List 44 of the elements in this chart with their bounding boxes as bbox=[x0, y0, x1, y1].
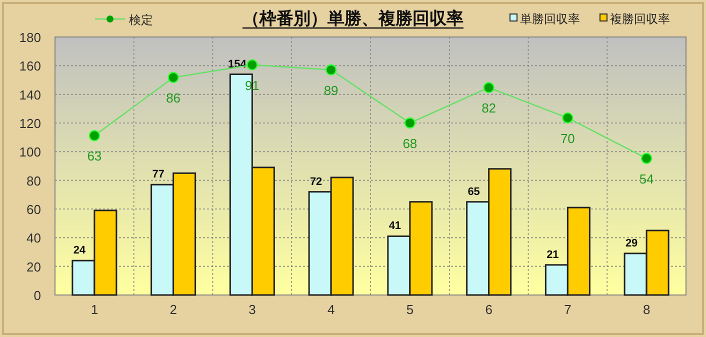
data-label: 68 bbox=[402, 136, 418, 151]
legend-label: 単勝回収率 bbox=[520, 12, 580, 26]
data-label: 63 bbox=[87, 148, 102, 164]
x-tick-label: 4 bbox=[327, 302, 335, 317]
x-tick-label: 1 bbox=[90, 302, 98, 317]
data-label: 77 bbox=[152, 168, 164, 181]
y-tick-label: 180 bbox=[19, 30, 41, 45]
data-label: 72 bbox=[310, 176, 322, 188]
chart-title: （枠番別）単勝、複勝回収率 bbox=[242, 9, 464, 28]
y-tick-label: 140 bbox=[19, 87, 41, 102]
legend-label: 検定 bbox=[129, 13, 153, 27]
legend-label: 複勝回収率 bbox=[610, 12, 670, 26]
point bbox=[88, 130, 100, 142]
data-label: 89 bbox=[324, 82, 338, 98]
data-label: 24 bbox=[73, 244, 86, 257]
data-label: 70 bbox=[560, 130, 575, 146]
x-tick-label: 2 bbox=[170, 302, 177, 317]
data-label: 21 bbox=[546, 248, 559, 261]
y-tick-label: 40 bbox=[26, 230, 41, 246]
point bbox=[640, 152, 652, 164]
y-tick-label: 160 bbox=[19, 58, 41, 74]
y-tick-label: 0 bbox=[34, 288, 41, 303]
point bbox=[483, 82, 494, 94]
data-label: 54 bbox=[639, 171, 654, 186]
point bbox=[246, 59, 258, 70]
data-label: 86 bbox=[166, 90, 181, 106]
x-tick-label: 5 bbox=[406, 302, 414, 317]
x-tick-label: 7 bbox=[564, 302, 572, 317]
data-label: 29 bbox=[625, 237, 638, 250]
y-tick-label: 80 bbox=[26, 173, 41, 188]
point bbox=[404, 117, 416, 129]
data-label: 65 bbox=[468, 186, 480, 198]
y-tick-label: 20 bbox=[26, 259, 41, 274]
y-tick-label: 60 bbox=[26, 202, 41, 217]
x-tick-label: 6 bbox=[485, 302, 492, 317]
x-tick-label: 3 bbox=[248, 302, 256, 317]
point bbox=[168, 72, 179, 84]
y-tick-label: 100 bbox=[19, 144, 41, 160]
y-tick-label: 120 bbox=[19, 116, 41, 131]
data-label: 82 bbox=[482, 100, 496, 116]
x-tick-label: 8 bbox=[642, 302, 650, 317]
data-label: 41 bbox=[388, 220, 402, 232]
point bbox=[325, 64, 337, 76]
point bbox=[562, 112, 574, 124]
